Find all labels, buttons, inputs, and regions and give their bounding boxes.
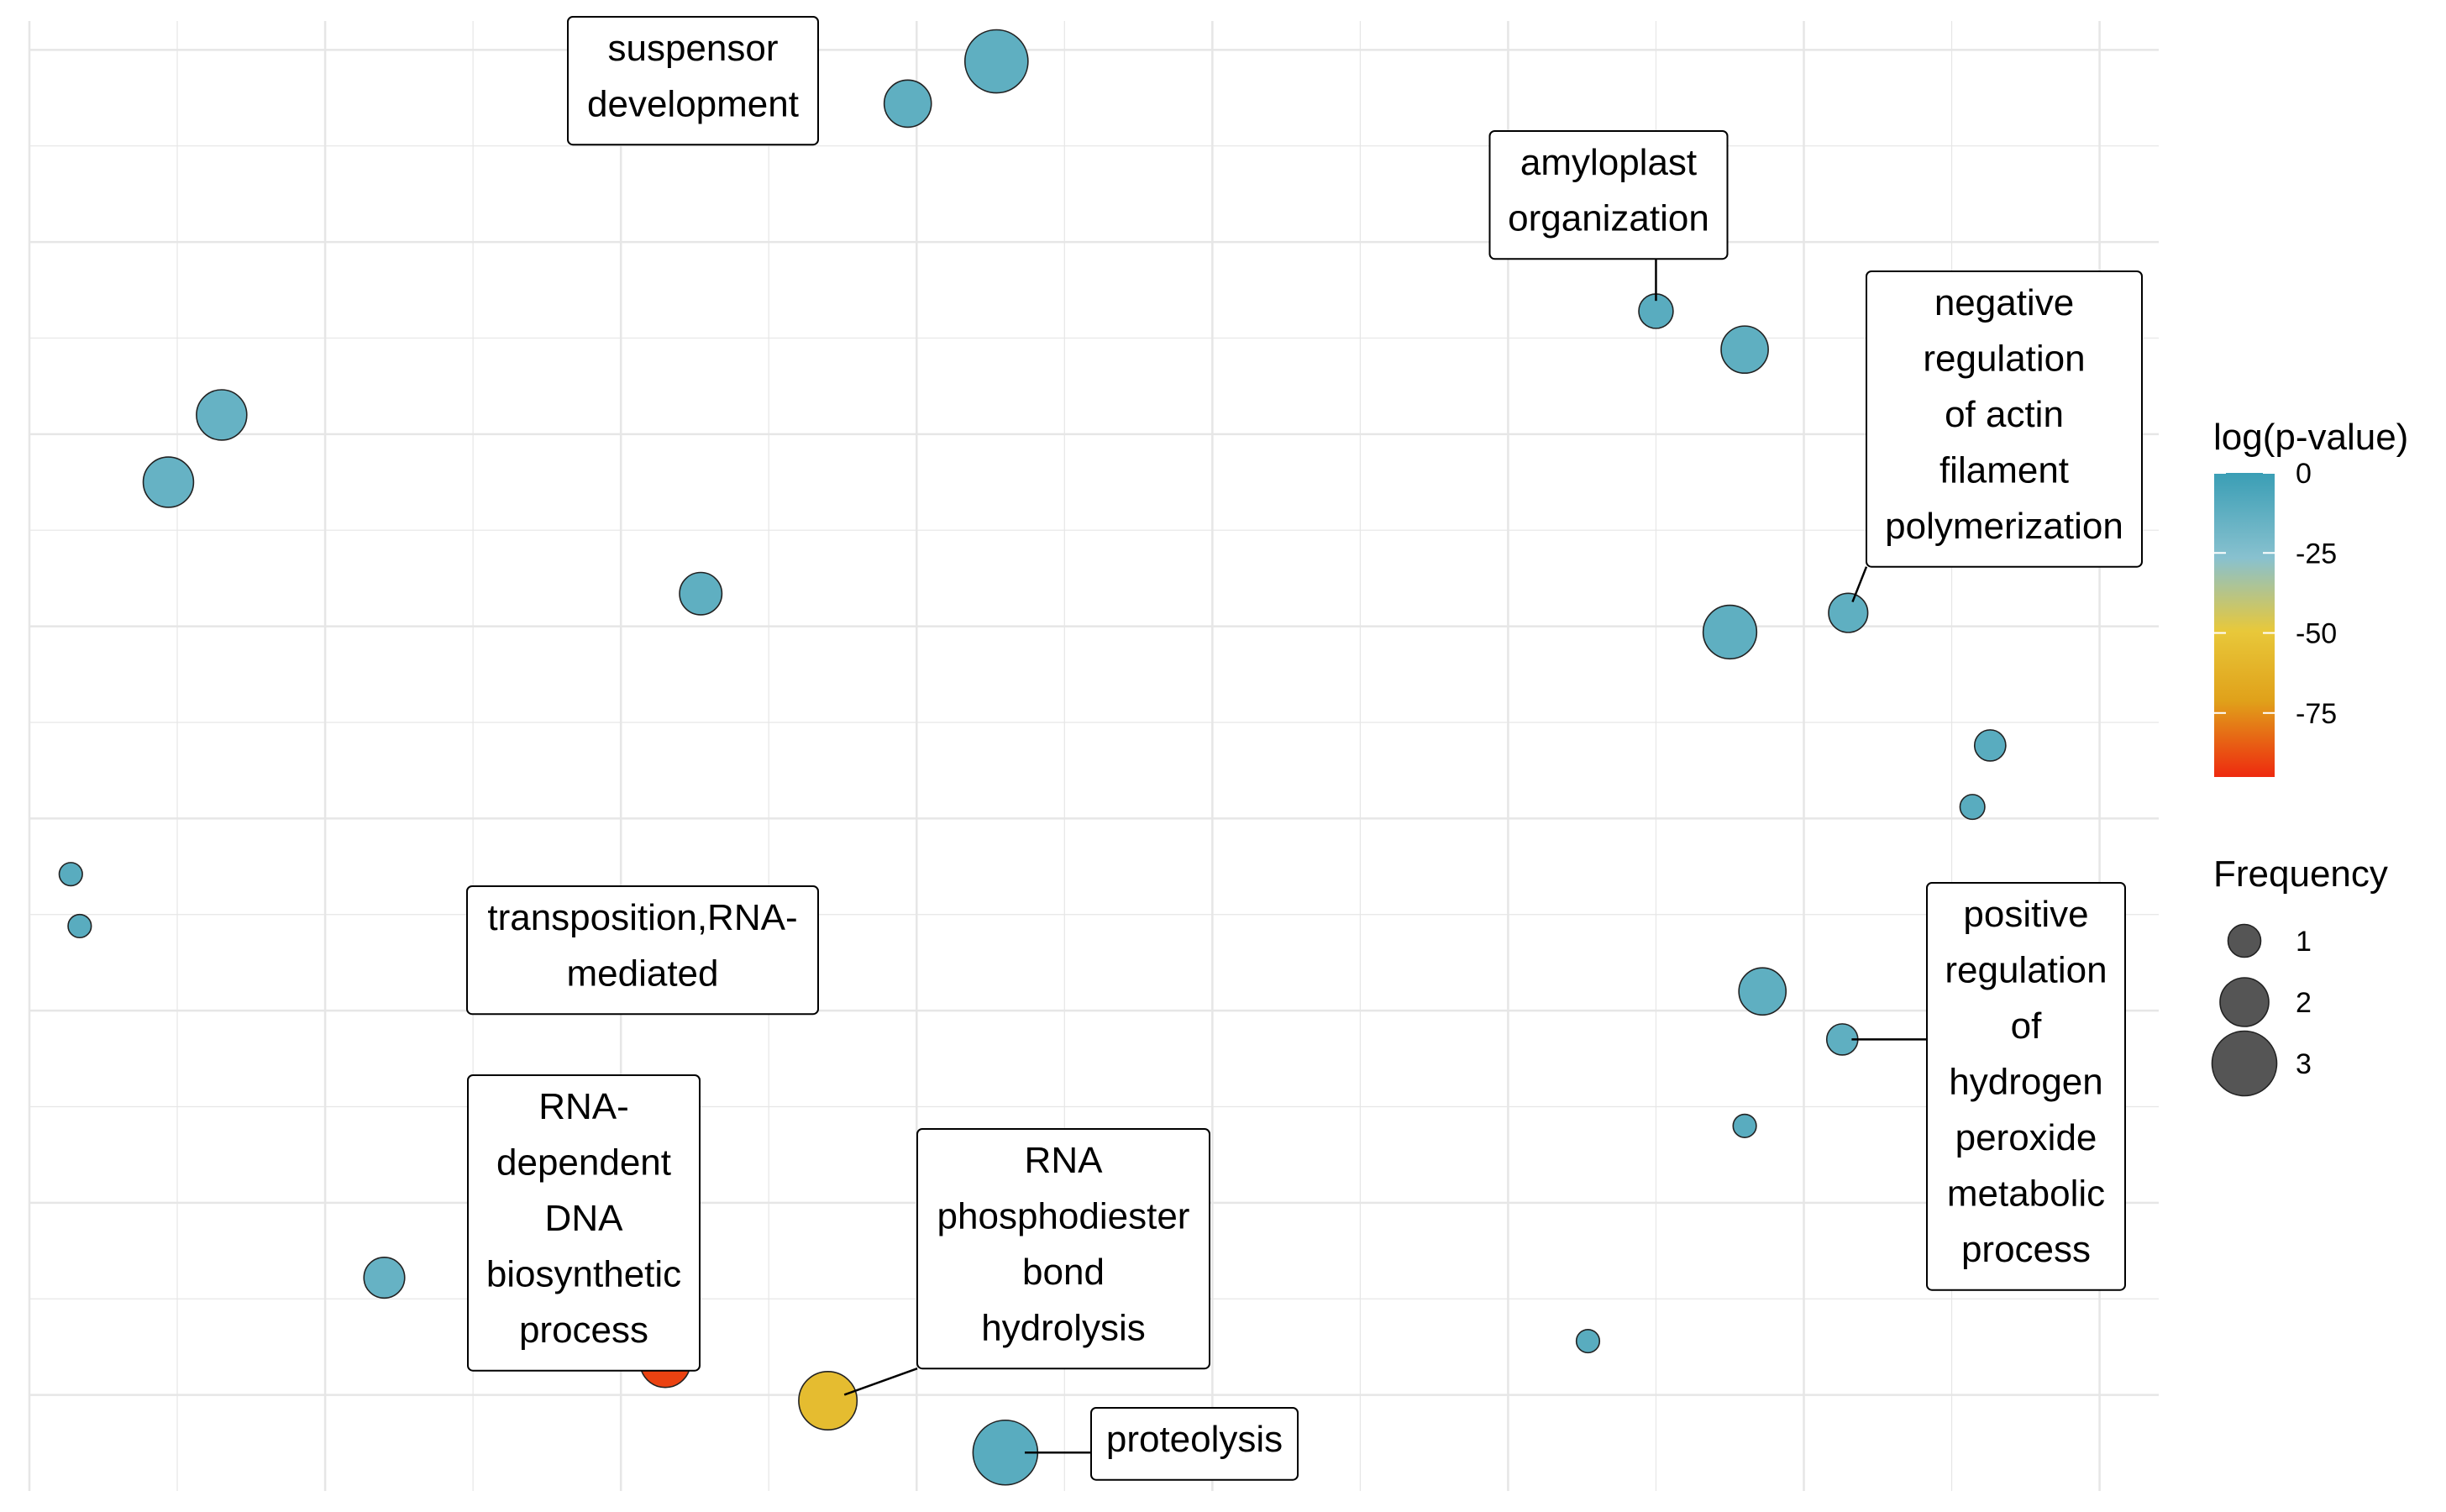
point-label: amyloplast organization bbox=[1508, 142, 1709, 239]
size-legend-label: 1 bbox=[2296, 926, 2312, 958]
color-legend-bar bbox=[2214, 473, 2275, 777]
data-point bbox=[798, 1370, 858, 1431]
label-box bbox=[1090, 1407, 1299, 1481]
data-point bbox=[1959, 794, 1986, 821]
data-point bbox=[1575, 1328, 1601, 1354]
data-point bbox=[58, 862, 83, 887]
color-legend-tick-label: -75 bbox=[2296, 698, 2337, 730]
label-box bbox=[1926, 882, 2126, 1291]
data-point bbox=[363, 1257, 406, 1299]
data-point bbox=[1738, 967, 1787, 1016]
data-point bbox=[142, 456, 195, 508]
size-legend-key bbox=[2219, 977, 2270, 1027]
color-legend-title: log(p-value) bbox=[2213, 417, 2408, 458]
label-box bbox=[466, 885, 819, 1016]
point-label: proteolysis bbox=[1106, 1419, 1283, 1460]
size-legend-key bbox=[2211, 1030, 2278, 1097]
point-label: RNA phosphodiester bond hydrolysis bbox=[937, 1140, 1190, 1349]
size-legend-title: Frequency bbox=[2213, 853, 2388, 895]
label-leader-line bbox=[1851, 566, 1868, 603]
point-label: negative regulation of actin filament polyme… bbox=[1885, 282, 2123, 547]
data-point bbox=[1720, 325, 1769, 375]
data-point bbox=[1702, 604, 1758, 660]
point-labels: suspensor development amyloplast organizati… bbox=[466, 16, 2143, 1481]
data-point bbox=[1973, 729, 2007, 762]
data-point bbox=[196, 389, 248, 441]
point-label: positive regulation of hydrogen peroxide meta… bbox=[1945, 894, 2107, 1270]
point-label: suspensor development bbox=[587, 28, 799, 125]
data-point bbox=[963, 29, 1029, 94]
data-point bbox=[1732, 1113, 1757, 1138]
data-point bbox=[883, 79, 932, 129]
size-legend-label: 2 bbox=[2296, 987, 2312, 1019]
point-label: transposition,RNA-mediated bbox=[487, 897, 797, 995]
legend: log(p-value)0 -25 -50 -75 Frequency 1 2 3 bbox=[2211, 417, 2408, 1097]
label-box bbox=[1866, 270, 2143, 568]
data-point bbox=[679, 571, 723, 616]
label-box bbox=[567, 16, 819, 146]
size-legend-key bbox=[2227, 923, 2262, 958]
data-point bbox=[67, 913, 92, 939]
label-box bbox=[467, 1074, 701, 1372]
data-point bbox=[1828, 592, 1869, 633]
color-legend-tick-label: -25 bbox=[2296, 538, 2337, 570]
label-box bbox=[1488, 130, 1729, 260]
point-label: RNA-dependent DNA biosynthetic process bbox=[486, 1086, 681, 1351]
label-leader-line bbox=[843, 1368, 918, 1396]
label-box bbox=[916, 1128, 1210, 1370]
color-legend-tick-label: 0 bbox=[2296, 458, 2312, 490]
color-legend-tick-label: -50 bbox=[2296, 618, 2337, 650]
size-legend-label: 3 bbox=[2296, 1048, 2312, 1080]
